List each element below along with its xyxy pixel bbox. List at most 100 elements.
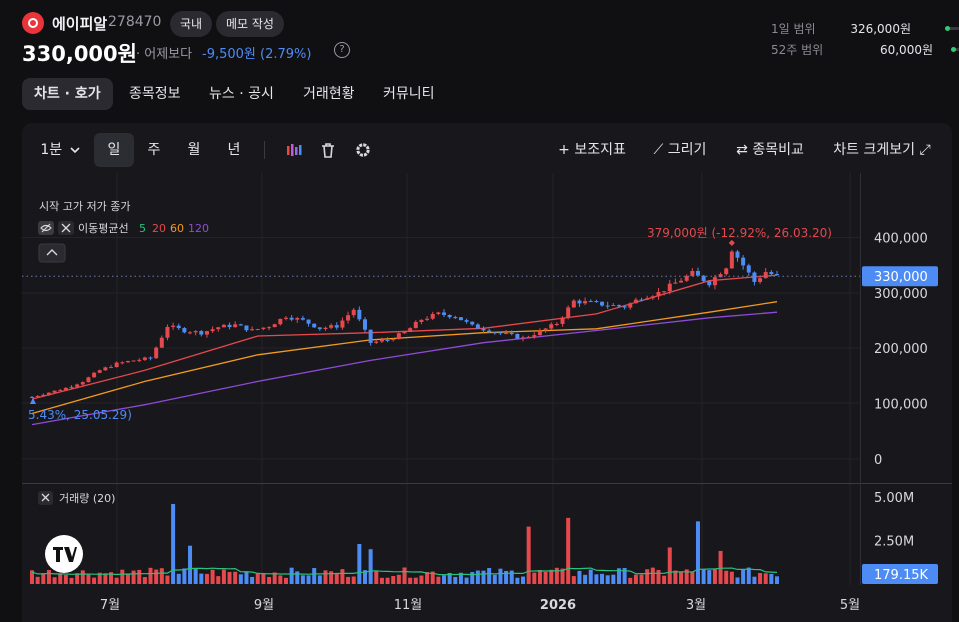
volume-bar (684, 569, 689, 584)
candle-body (278, 318, 283, 325)
tab-news[interactable]: 뉴스 · 공시 (209, 86, 274, 102)
compare-label: · 어제보다 (136, 47, 193, 62)
volume-bar (131, 570, 136, 584)
candle-body (662, 291, 667, 293)
volume-ma-path (31, 567, 778, 576)
market-badge[interactable]: 국내 (170, 11, 213, 37)
gear-icon[interactable] (354, 141, 372, 159)
volume-bar (537, 569, 542, 584)
company-logo (22, 12, 44, 34)
volume-legend: 거래량 (20) (38, 491, 115, 505)
volume-bar (729, 571, 734, 584)
ma-visibility-icon[interactable] (38, 221, 54, 235)
candle-body (571, 300, 576, 308)
candle-body (481, 328, 486, 331)
candle-body (238, 324, 243, 326)
volume-bar (35, 576, 40, 584)
volume-bar (408, 577, 413, 584)
candle-body (673, 282, 678, 284)
volume-bar (120, 569, 125, 584)
volume-bar (69, 577, 74, 584)
period-week[interactable]: 주 (147, 142, 161, 158)
compare-button[interactable]: ⇄ 종목비교 (736, 142, 804, 158)
period-month[interactable]: 월 (187, 142, 201, 158)
volume-bar (125, 573, 130, 584)
volume-bar (650, 567, 655, 584)
candle-body (159, 337, 164, 348)
volume-bar (210, 569, 215, 584)
volume-bar (30, 570, 34, 584)
volume-series (30, 503, 779, 584)
tab-community[interactable]: 커뮤니티 (383, 86, 435, 102)
candle-type-icon[interactable] (285, 141, 303, 159)
volume-bar (758, 573, 763, 584)
volume-bar (588, 569, 593, 584)
volume-bar (718, 550, 723, 584)
volume-bar (295, 571, 300, 584)
volume-bar (300, 575, 305, 584)
volume-bar (323, 570, 328, 584)
tradingview-logo[interactable] (45, 535, 83, 573)
interval-value: 1분 (40, 142, 63, 158)
volume-bar (351, 576, 356, 584)
ma20-line (31, 274, 778, 400)
volume-bar (278, 575, 283, 584)
candle-body (425, 318, 430, 320)
week52-range-value: 60,000원 (879, 43, 933, 57)
memo-button[interactable]: 메모 작성 (216, 11, 284, 37)
volume-bar (368, 549, 373, 584)
volume-bar (289, 567, 294, 584)
volume-bar (543, 571, 548, 584)
price-tick-label: 0 (874, 453, 882, 468)
volume-bar (673, 570, 678, 584)
candle-body (233, 324, 238, 328)
candle-body (154, 347, 159, 359)
low-annotation: 5.43%, 25.05.29) (28, 408, 132, 422)
volume-close-icon[interactable] (38, 491, 53, 505)
volume-bar (769, 573, 774, 584)
candle-body (80, 382, 85, 385)
volume-bar (182, 568, 187, 584)
tab-stock-info[interactable]: 종목정보 (129, 86, 181, 102)
help-icon[interactable]: ? (334, 42, 350, 58)
ma20-label: 20 (152, 222, 166, 235)
ma-close-icon[interactable] (58, 221, 74, 235)
volume-bar (41, 573, 46, 584)
volume-bar (481, 570, 486, 584)
period-year[interactable]: 년 (227, 142, 241, 158)
volume-bar (701, 569, 706, 584)
interval-select[interactable]: 1분 (34, 133, 86, 167)
collapse-legend-button[interactable] (38, 243, 66, 263)
trash-icon[interactable] (319, 141, 337, 159)
volume-bar (250, 576, 255, 584)
tab-trading[interactable]: 거래현황 (303, 86, 355, 102)
candle-body (362, 319, 367, 330)
ma120-path (31, 311, 778, 426)
price-tick-label: 300,000 (874, 287, 928, 302)
expand-chart-button[interactable]: 차트 크게보기 ⤢ (833, 142, 931, 158)
volume-bar (566, 517, 571, 584)
price-axis: 400,000 300,000 200,000 100,000 0 (874, 232, 928, 468)
volume-bar (238, 574, 243, 584)
indicator-button[interactable]: + 보조지표 (558, 142, 626, 158)
candle-body (131, 360, 136, 362)
volume-bar (80, 570, 85, 584)
candle-body (204, 331, 209, 335)
volume-bar (216, 576, 221, 584)
volume-bar (583, 574, 588, 584)
volume-bar (453, 576, 458, 584)
tab-chart[interactable]: 차트 · 호가 (22, 78, 113, 110)
high-marker-icon: ◆ (729, 238, 736, 247)
draw-button[interactable]: ⟋ 그리기 (653, 142, 707, 158)
volume-bar (616, 568, 621, 584)
price-chart[interactable]: 400,000 300,000 200,000 100,000 0 5.00M 2.50M… (22, 173, 952, 622)
volume-bar (549, 569, 554, 584)
ma120-label: 120 (188, 222, 209, 235)
candle-body (351, 309, 356, 316)
candle-body (323, 327, 328, 330)
volume-bar (391, 576, 396, 584)
candle-body (334, 325, 339, 328)
candle-body (690, 270, 695, 276)
period-day[interactable]: 일 (94, 133, 134, 167)
volume-bar (458, 572, 463, 584)
